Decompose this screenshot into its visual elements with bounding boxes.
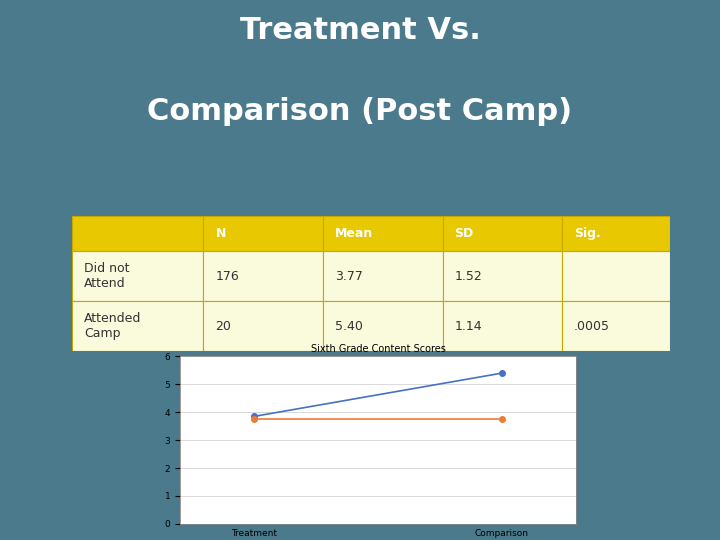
- NASA Attendees: [250, 413, 258, 420]
- Remainder of 6th Grade Class: [250, 415, 258, 422]
- Text: 1.14: 1.14: [454, 320, 482, 333]
- Text: .0005: .0005: [574, 320, 610, 333]
- Bar: [443, 216, 562, 251]
- Line: Remainder of 6th Grade Class: Remainder of 6th Grade Class: [251, 416, 505, 421]
- Title: Sixth Grade Content Scores: Sixth Grade Content Scores: [310, 344, 446, 354]
- Bar: [204, 301, 323, 351]
- Text: Comparison (Post Camp): Comparison (Post Camp): [148, 97, 572, 126]
- Bar: [443, 251, 562, 301]
- Bar: [562, 301, 670, 351]
- Text: Did not
Attend: Did not Attend: [84, 262, 130, 290]
- Bar: [323, 251, 443, 301]
- Text: 1.52: 1.52: [454, 269, 482, 282]
- Bar: [72, 216, 204, 251]
- Text: 5.40: 5.40: [335, 320, 363, 333]
- Bar: [204, 251, 323, 301]
- Bar: [562, 216, 670, 251]
- Text: SD: SD: [454, 227, 474, 240]
- NASA Attendees: [498, 370, 506, 376]
- Remainder of 6th Grade Class: [498, 415, 506, 422]
- Text: N: N: [215, 227, 226, 240]
- Text: Mean: Mean: [335, 227, 373, 240]
- Bar: [72, 301, 204, 351]
- Text: Attended
Camp: Attended Camp: [84, 312, 141, 340]
- Bar: [72, 251, 204, 301]
- Bar: [323, 216, 443, 251]
- Bar: [323, 301, 443, 351]
- Bar: [204, 216, 323, 251]
- Text: 176: 176: [215, 269, 239, 282]
- Line: NASA Attendees: NASA Attendees: [251, 370, 505, 419]
- Text: Sig.: Sig.: [574, 227, 600, 240]
- Text: 20: 20: [215, 320, 231, 333]
- Bar: [562, 251, 670, 301]
- Bar: [443, 301, 562, 351]
- Text: Treatment Vs.: Treatment Vs.: [240, 16, 480, 45]
- Text: 3.77: 3.77: [335, 269, 363, 282]
